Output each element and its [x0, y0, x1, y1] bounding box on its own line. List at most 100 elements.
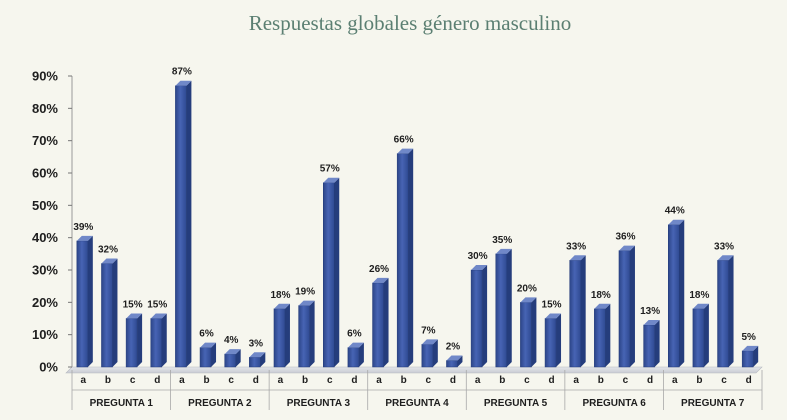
x-category-label: d	[450, 375, 456, 386]
bar-top	[101, 258, 118, 264]
data-label: 3%	[249, 338, 264, 349]
y-tick-label: 0%	[39, 360, 58, 375]
x-category-label: d	[253, 375, 259, 386]
data-label: 19%	[295, 287, 315, 298]
bar	[495, 253, 507, 368]
y-tick-label: 90%	[32, 69, 58, 84]
bar-top	[224, 349, 241, 355]
bar-top	[668, 219, 685, 225]
bar-top	[150, 313, 167, 319]
bar-side	[358, 342, 364, 367]
data-label: 5%	[741, 332, 756, 343]
x-category-label: b	[499, 375, 505, 386]
bar-top	[421, 339, 438, 345]
bar-side	[334, 177, 340, 367]
bar-top	[273, 303, 290, 309]
bar	[643, 324, 655, 368]
bar	[520, 302, 532, 368]
bar-top	[545, 313, 562, 319]
bar	[347, 347, 360, 368]
bar-top	[594, 303, 611, 309]
data-label: 33%	[566, 241, 586, 252]
bar	[594, 308, 606, 368]
bar	[273, 308, 286, 368]
bar	[101, 263, 113, 368]
bar	[249, 357, 261, 368]
bar-side	[432, 339, 438, 367]
chart-floor	[65, 366, 763, 374]
bar	[421, 344, 434, 368]
bar	[569, 260, 581, 368]
bar	[125, 318, 138, 368]
x-category-label: d	[154, 375, 160, 386]
bar-top	[347, 342, 364, 348]
bar-top	[742, 345, 759, 351]
data-label: 44%	[665, 206, 685, 217]
bar-top	[643, 319, 660, 325]
data-label: 36%	[615, 232, 635, 243]
x-category-label: a	[179, 375, 185, 386]
bars	[76, 80, 759, 368]
y-tick-label: 30%	[32, 263, 58, 278]
bar-side	[260, 352, 266, 367]
x-category-label: b	[203, 375, 209, 386]
bar-side	[728, 255, 734, 367]
y-tick-label: 40%	[32, 230, 58, 245]
data-label: 18%	[591, 290, 611, 301]
labels: PREGUNTA 1 39% a 32% b 15% c 15% d PREGUNTA 2 87% a…	[73, 67, 756, 409]
x-category-label: c	[623, 375, 629, 386]
bar-side	[753, 345, 759, 367]
y-tick-label: 70%	[32, 133, 58, 148]
bar	[396, 153, 409, 368]
data-label: 7%	[421, 325, 436, 336]
x-category-label: d	[647, 375, 653, 386]
bar	[446, 360, 458, 368]
y-tick-label: 10%	[32, 327, 58, 342]
bar	[150, 318, 162, 368]
x-category-label: d	[351, 375, 357, 386]
bar-top	[520, 297, 537, 303]
data-label: 15%	[542, 300, 562, 311]
bar	[224, 353, 236, 368]
bar-side	[703, 303, 709, 367]
x-group-label: PREGUNTA 2	[188, 398, 252, 409]
bar-top	[618, 245, 635, 251]
bar-top	[76, 235, 93, 241]
x-category-label: a	[672, 375, 678, 386]
data-label: 15%	[123, 300, 143, 311]
x-category-label: c	[721, 375, 727, 386]
x-category-label: a	[81, 375, 87, 386]
x-category-label: c	[228, 375, 234, 386]
bar-side	[137, 313, 143, 367]
data-label: 35%	[492, 235, 512, 246]
x-category-label: b	[401, 375, 407, 386]
bar-side	[580, 255, 586, 367]
bar-top	[569, 255, 586, 261]
bar-side	[679, 219, 685, 367]
bar	[372, 282, 384, 368]
bar-side	[161, 313, 167, 367]
bar	[298, 305, 310, 368]
bar-top	[495, 248, 512, 254]
data-label: 39%	[73, 222, 93, 233]
data-label: 18%	[270, 290, 290, 301]
bar-top	[471, 265, 488, 270]
bar-side	[482, 265, 488, 367]
x-category-label: b	[105, 375, 111, 386]
bar-top	[175, 80, 192, 86]
x-category-label: c	[524, 375, 530, 386]
bar-top	[397, 148, 414, 154]
bar-top	[298, 300, 315, 306]
data-label: 2%	[446, 342, 461, 353]
bar	[470, 269, 483, 368]
bar-side	[506, 248, 512, 367]
x-group-label: PREGUNTA 6	[582, 398, 646, 409]
bar	[717, 260, 729, 368]
bar-side	[457, 355, 463, 367]
bar-side	[408, 148, 414, 367]
x-category-label: c	[327, 375, 333, 386]
bar-top	[200, 342, 217, 348]
data-label: 13%	[640, 306, 660, 317]
bar-side	[186, 80, 192, 367]
